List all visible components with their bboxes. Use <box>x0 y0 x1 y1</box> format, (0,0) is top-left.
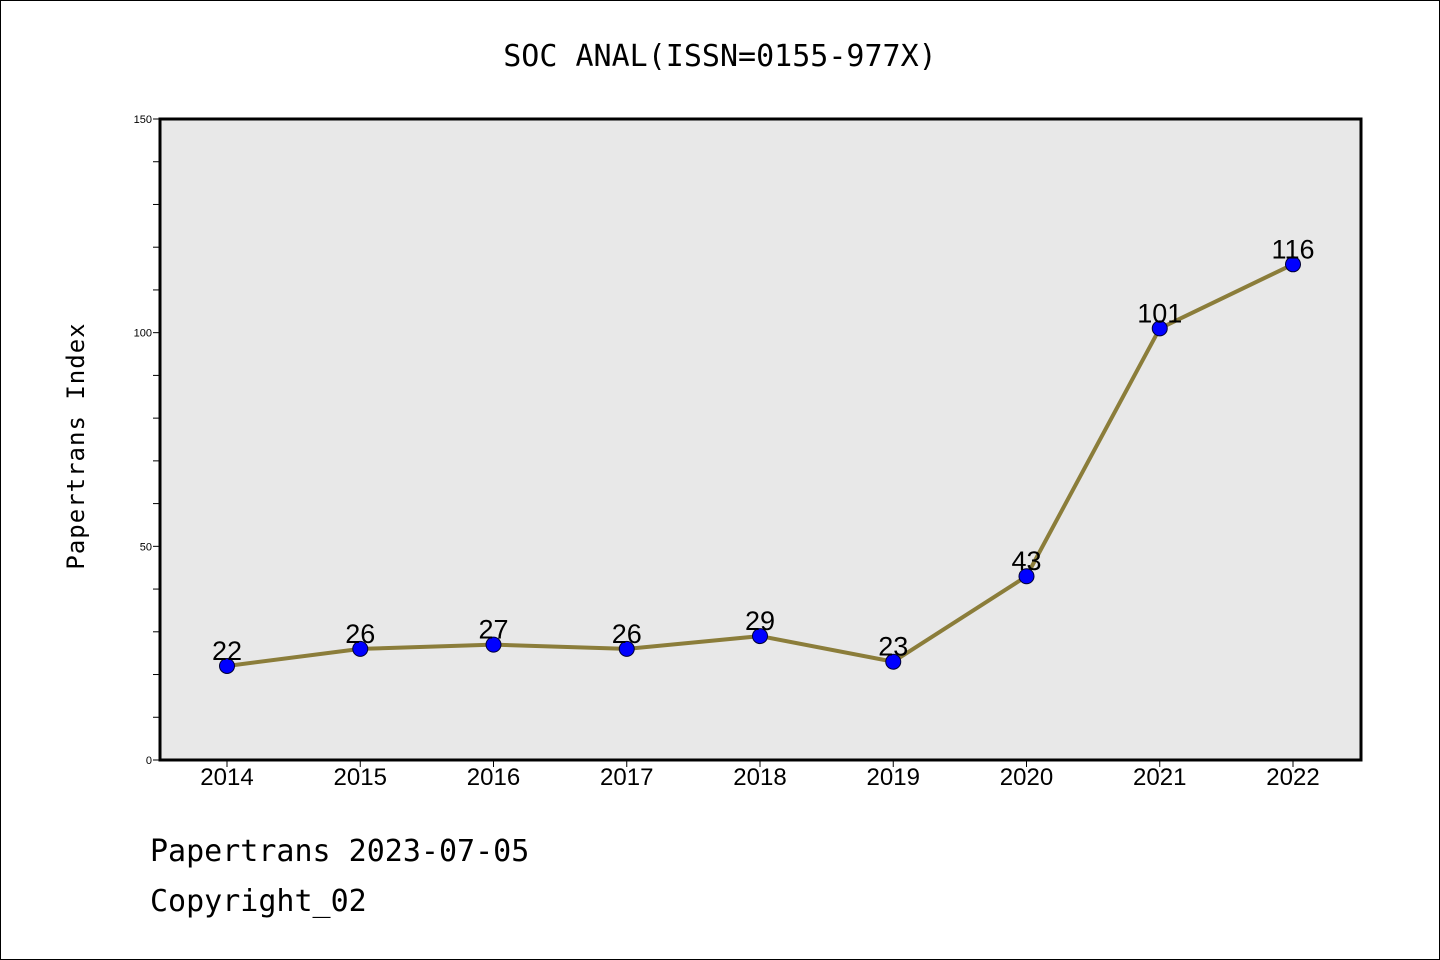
data-point <box>618 640 635 657</box>
data-label: 22 <box>212 636 242 666</box>
data-label: 116 <box>1271 234 1314 264</box>
y-axis: 0 50 100 150 <box>134 114 160 767</box>
data-label: 26 <box>345 619 375 649</box>
data-label: 23 <box>878 632 908 662</box>
x-tick-label: 2017 <box>600 764 653 791</box>
data-label: 101 <box>1137 298 1182 328</box>
data-label: 29 <box>745 606 775 636</box>
series-layer: 22 26 27 26 29 23 43 101 116 <box>212 234 1315 674</box>
data-point <box>485 636 502 653</box>
data-point <box>352 640 369 657</box>
y-tick-label: 150 <box>134 114 152 126</box>
x-tick-label: 2015 <box>334 764 387 791</box>
data-point <box>1151 320 1168 337</box>
footer-date: Papertrans 2023-07-05 <box>150 834 530 869</box>
x-axis: 2014 2015 2016 2017 2018 2019 2020 2021 2022 <box>200 760 1320 791</box>
x-tick-label: 2018 <box>733 764 786 791</box>
data-point <box>885 653 902 670</box>
y-tick-label: 50 <box>140 541 152 553</box>
data-point <box>1018 568 1035 585</box>
x-tick-label: 2016 <box>467 764 520 791</box>
x-tick-label: 2020 <box>1000 764 1053 791</box>
chart-title: SOC ANAL(ISSN=0155-977X) <box>503 39 936 74</box>
x-tick-label: 2014 <box>200 764 253 791</box>
x-tick-label: 2022 <box>1266 764 1319 791</box>
footer-copyright: Copyright_02 <box>150 884 367 919</box>
data-point <box>1285 256 1301 273</box>
data-point <box>219 657 235 674</box>
data-label: 27 <box>478 615 508 645</box>
plot-area <box>158 117 1363 762</box>
data-point <box>752 628 768 645</box>
x-tick-label: 2019 <box>867 764 920 791</box>
data-label: 43 <box>1011 546 1041 576</box>
y-tick-label: 0 <box>146 755 152 767</box>
y-tick-label: 100 <box>134 328 152 340</box>
x-tick-label: 2021 <box>1133 764 1186 791</box>
y-axis-label: Papertrans Index <box>62 322 90 569</box>
data-label: 26 <box>612 619 642 649</box>
